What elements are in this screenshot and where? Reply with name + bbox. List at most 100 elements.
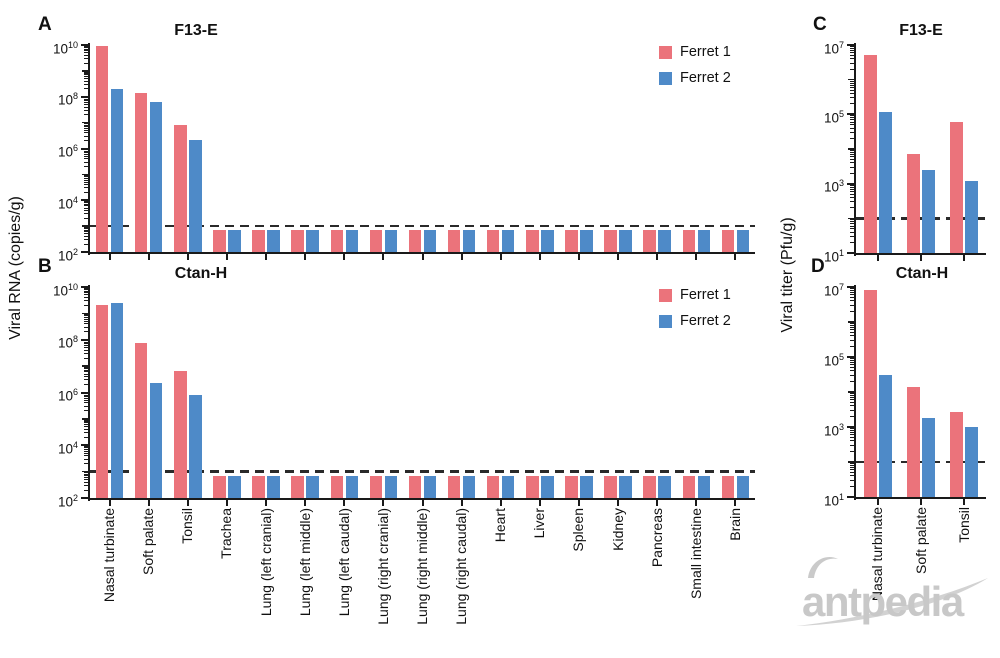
x-tick <box>577 500 580 506</box>
y-minor-tick <box>850 437 854 439</box>
x-tick <box>920 255 922 261</box>
y-minor-tick <box>850 231 854 233</box>
y-minor-tick <box>850 82 854 84</box>
bar-ferret1 <box>604 475 617 498</box>
panel-letter: A <box>38 14 52 35</box>
y-minor-tick <box>84 436 88 438</box>
y-minor-tick <box>850 207 854 209</box>
y-minor-tick <box>850 196 854 198</box>
y-minor-tick <box>850 156 854 158</box>
y-minor-tick <box>84 71 88 73</box>
panel-letter: C <box>813 14 827 35</box>
y-minor-tick <box>84 132 88 134</box>
bar-ferret1 <box>95 46 109 252</box>
y-minor-tick <box>850 396 854 398</box>
y-minor-tick <box>84 203 88 205</box>
y-major-tick <box>846 286 854 288</box>
detection-limit-line <box>90 224 755 228</box>
y-axis-line <box>87 43 90 255</box>
y-major-tick <box>80 444 88 447</box>
y-tick-label: 104 <box>57 439 78 457</box>
y-minor-tick <box>850 440 854 442</box>
bar-ferret1 <box>134 343 148 498</box>
y-minor-tick <box>850 428 854 430</box>
y-minor-tick <box>84 179 88 181</box>
bar-ferret2 <box>697 230 711 252</box>
y-minor-tick <box>84 200 88 202</box>
y-minor-tick <box>84 124 88 126</box>
y-decade-tick <box>82 121 88 124</box>
panel-letter: B <box>38 256 52 277</box>
y-minor-tick <box>84 127 88 129</box>
y-minor-tick <box>850 434 854 436</box>
bar-ferret2 <box>619 475 632 498</box>
y-minor-tick <box>84 76 88 78</box>
y-minor-tick <box>850 364 854 366</box>
bar-ferret2 <box>580 475 593 498</box>
y-tick-label: 1010 <box>52 39 78 57</box>
y-minor-tick <box>850 323 854 325</box>
bar-ferret2 <box>228 230 241 252</box>
x-tick <box>304 254 307 260</box>
y-minor-tick <box>84 135 88 137</box>
y-tick-label: 101 <box>823 247 844 265</box>
x-tick <box>656 500 659 506</box>
y-minor-tick <box>84 314 88 316</box>
y-minor-tick <box>850 225 854 227</box>
y-minor-tick <box>850 121 854 123</box>
y-minor-tick <box>84 304 88 306</box>
y-tick-label: 1010 <box>52 281 78 299</box>
bar-ferret1 <box>863 55 877 253</box>
y-minor-tick <box>84 294 88 296</box>
y-minor-tick <box>84 369 88 371</box>
x-tick <box>963 255 966 261</box>
y-minor-tick <box>850 464 854 466</box>
y-minor-tick <box>84 315 88 317</box>
y-minor-tick <box>850 219 854 221</box>
bar-ferret1 <box>526 230 539 252</box>
y-minor-tick <box>84 98 88 100</box>
bar-ferret1 <box>486 475 500 498</box>
x-axis-line <box>853 253 986 256</box>
panel-title: F13-E <box>174 22 218 39</box>
detection-limit-line <box>90 470 755 473</box>
y-minor-tick <box>850 444 854 446</box>
y-minor-tick <box>850 54 854 56</box>
y-minor-tick <box>84 473 88 475</box>
bar-ferret1 <box>447 475 461 498</box>
y-minor-tick <box>850 188 854 190</box>
y-major-tick <box>80 199 88 202</box>
y-minor-tick <box>84 296 88 298</box>
y-minor-tick <box>850 172 854 174</box>
x-tick <box>876 499 879 505</box>
bar-ferret1 <box>950 412 964 497</box>
y-minor-tick <box>84 229 88 231</box>
y-minor-tick <box>850 288 854 290</box>
y-minor-tick <box>850 86 854 88</box>
y-minor-tick <box>84 114 88 116</box>
y-minor-tick <box>84 153 88 155</box>
x-tick <box>538 500 541 506</box>
y-minor-tick <box>850 153 854 155</box>
y-minor-tick <box>84 100 88 102</box>
y-minor-tick <box>850 228 854 230</box>
y-minor-tick <box>850 89 854 91</box>
y-minor-tick <box>84 243 88 245</box>
y-minor-tick <box>84 149 88 151</box>
bar-ferret2 <box>189 139 202 252</box>
bar-ferret2 <box>306 230 319 252</box>
bar-ferret2 <box>878 111 892 253</box>
y-minor-tick <box>850 370 854 372</box>
detection-limit-line <box>856 217 986 220</box>
bar-ferret1 <box>643 475 656 498</box>
x-axis-line <box>87 252 755 255</box>
y-tick-label: 107 <box>823 281 844 299</box>
y-major-tick <box>80 391 88 394</box>
y-minor-tick <box>850 49 854 51</box>
bar-ferret1 <box>447 230 461 252</box>
bar-ferret1 <box>682 230 696 252</box>
y-minor-tick <box>850 62 854 64</box>
watermark-curl-icon <box>808 557 838 578</box>
y-major-tick <box>80 286 88 288</box>
